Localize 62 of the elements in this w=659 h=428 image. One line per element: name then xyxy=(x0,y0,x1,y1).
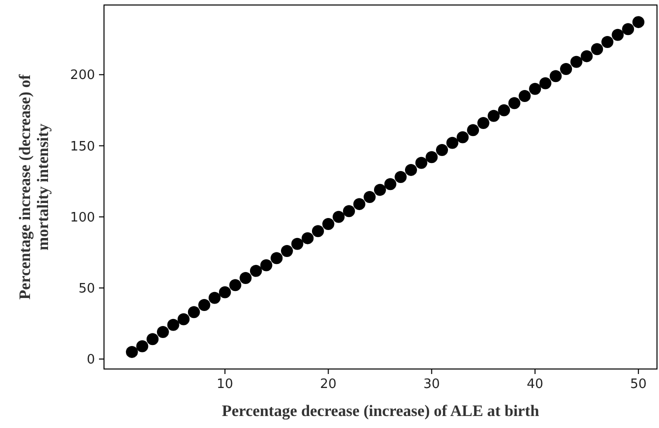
point xyxy=(374,184,386,196)
point xyxy=(229,279,242,292)
point xyxy=(342,205,355,218)
point xyxy=(467,124,480,136)
point xyxy=(126,346,138,358)
point xyxy=(270,252,283,264)
point xyxy=(612,28,624,41)
point xyxy=(529,82,542,95)
point xyxy=(353,198,366,210)
point xyxy=(218,286,231,298)
point xyxy=(508,97,520,110)
point xyxy=(188,306,200,318)
x-tick-label: 30 xyxy=(423,377,440,392)
point xyxy=(322,218,334,230)
point xyxy=(498,104,510,116)
y-axis-title: Percentage increase (decrease) of mortality intensity xyxy=(17,74,52,300)
point xyxy=(167,318,180,331)
point xyxy=(394,171,407,184)
point xyxy=(280,244,293,257)
point xyxy=(622,23,634,36)
point xyxy=(312,225,324,238)
point xyxy=(560,62,572,75)
point xyxy=(456,131,469,144)
point xyxy=(260,259,272,272)
y-tick-label: 50 xyxy=(78,282,95,297)
point xyxy=(364,190,376,203)
point xyxy=(518,90,531,102)
point xyxy=(580,50,593,62)
point xyxy=(291,238,304,250)
point xyxy=(332,210,345,223)
point xyxy=(198,299,210,312)
x-tick-label: 10 xyxy=(216,377,234,392)
point xyxy=(156,326,169,338)
y-tick-label: 200 xyxy=(70,68,95,84)
point xyxy=(632,16,644,28)
y-tick-label: 100 xyxy=(70,210,95,226)
point xyxy=(436,144,448,156)
point xyxy=(240,272,252,284)
point xyxy=(415,156,428,169)
y-tick-label: 150 xyxy=(70,139,95,154)
point xyxy=(302,232,314,244)
point xyxy=(477,117,490,130)
x-tick-label: 20 xyxy=(320,377,337,392)
point xyxy=(208,292,221,304)
x-axis-title: Percentage decrease (increase) of ALE at birth xyxy=(222,403,540,420)
point xyxy=(591,43,604,56)
x-tick-label: 40 xyxy=(526,377,544,392)
point xyxy=(178,313,190,326)
point xyxy=(426,151,438,164)
point xyxy=(601,36,614,48)
point xyxy=(539,77,552,90)
point xyxy=(404,164,417,176)
point xyxy=(446,136,458,149)
x-tick-label: 50 xyxy=(630,377,647,392)
point xyxy=(488,110,500,122)
point xyxy=(384,178,396,190)
point xyxy=(136,340,148,352)
point xyxy=(550,70,562,82)
point xyxy=(250,264,262,277)
point xyxy=(146,333,159,346)
point xyxy=(570,56,582,68)
y-tick-label: 0 xyxy=(86,352,95,368)
